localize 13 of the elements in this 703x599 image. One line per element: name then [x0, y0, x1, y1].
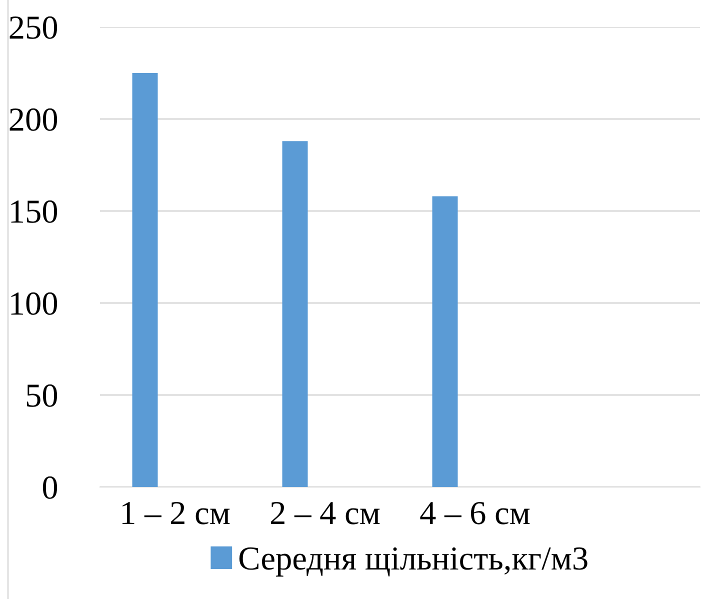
legend-label: Середня щільність,кг/м3 [239, 547, 588, 577]
y-tick-label: 50 [26, 384, 58, 407]
x-tick-label: 2 – 4 см [271, 502, 380, 524]
x-tick-label: 1 – 2 см [122, 502, 230, 524]
y-tick-label: 0 [42, 476, 58, 499]
y-tick-label: 200 [10, 108, 58, 131]
y-tick-label: 150 [11, 200, 58, 223]
x-tick-label: 4 – 6 см [420, 502, 530, 524]
bar [132, 73, 158, 487]
y-tick-label: 100 [11, 292, 58, 315]
y-tick-label: 250 [10, 16, 58, 39]
bar [432, 196, 458, 487]
bar [282, 141, 308, 487]
